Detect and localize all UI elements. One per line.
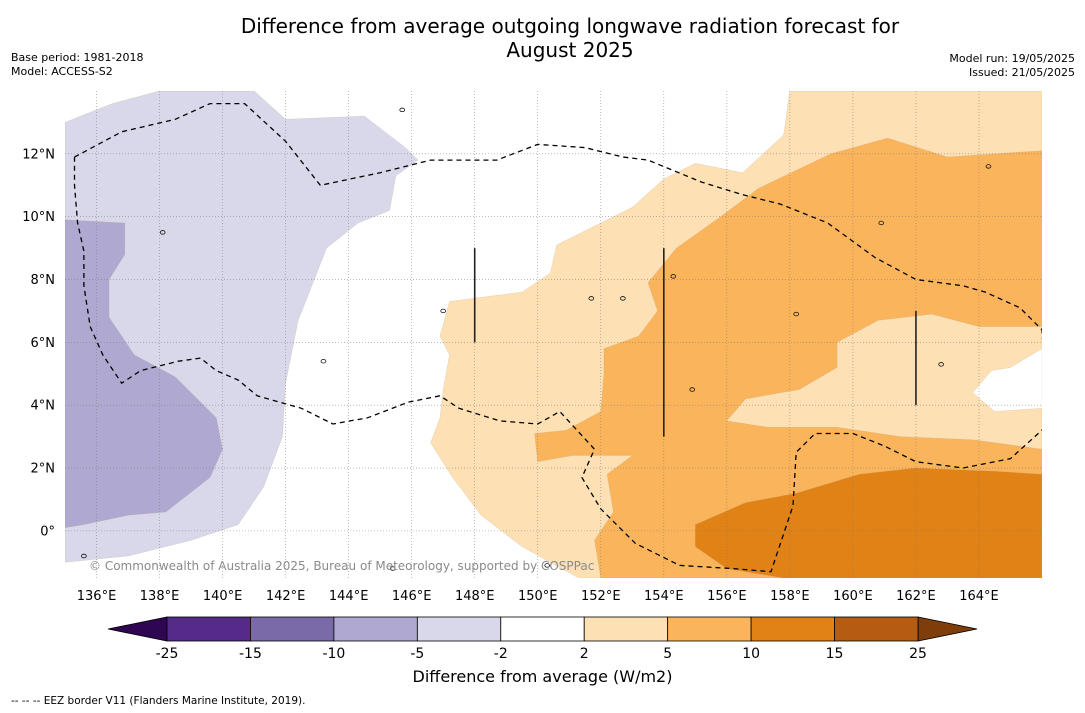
colorbar-tick-label-9: 25 (909, 646, 927, 662)
island-outline-2 (320, 359, 327, 364)
y-tick-label-6: 12°N (22, 147, 55, 162)
colorbar-tick-label-1: -15 (239, 646, 262, 662)
colorbar-tick-label-3: -5 (410, 646, 424, 662)
island-outline-0 (399, 107, 406, 113)
x-tick-label-9: 154°E (644, 589, 684, 604)
y-tick-label-2: 4°N (31, 399, 56, 414)
island-outline-3 (440, 308, 446, 314)
x-tick-label-14: 164°E (959, 589, 999, 604)
chart-title-line-2: August 2025 (506, 38, 634, 62)
colorbar-swatch-8 (834, 616, 919, 642)
island-outline-6 (588, 296, 595, 301)
island-outline-11 (81, 553, 87, 559)
colorbar-tick-label-5: 2 (580, 646, 589, 662)
x-tick-label-4: 144°E (329, 589, 369, 604)
colorbar-swatch-0 (166, 616, 251, 642)
x-tick-label-7: 150°E (518, 589, 558, 604)
anomaly-region-1 (65, 219, 223, 528)
x-tick-label-1: 138°E (140, 589, 180, 604)
colorbar-tick-label-7: 10 (742, 646, 760, 662)
colorbar-tick-label-0: -25 (156, 646, 179, 662)
x-tick-label-5: 146°E (392, 589, 432, 604)
colorbar-swatch-2 (333, 616, 418, 642)
island-outline-1 (159, 230, 166, 235)
x-tick-label-10: 156°E (707, 589, 747, 604)
colorbar-tick-label-6: 5 (663, 646, 672, 662)
x-tick-label-12: 160°E (833, 589, 873, 604)
colorbar-swatch-6 (667, 616, 752, 642)
island-outline-8 (938, 362, 944, 367)
anomaly-region-5 (695, 467, 1042, 578)
colorbar-swatch-3 (416, 616, 502, 642)
x-tick-label-13: 162°E (896, 589, 936, 604)
model-text: Model: ACCESS-S2 (11, 65, 113, 78)
colorbar-tick-label-2: -10 (322, 646, 345, 662)
island-outline-14 (689, 387, 695, 392)
colorbar-swatch-7 (750, 616, 835, 642)
y-tick-label-3: 6°N (31, 336, 56, 351)
x-tick-label-2: 140°E (203, 589, 243, 604)
x-tick-label-8: 152°E (581, 589, 621, 604)
issued-text: Issued: 21/05/2025 (968, 66, 1075, 79)
y-tick-label-5: 10°N (22, 210, 55, 225)
island-outline-13 (389, 566, 396, 571)
copyright-text: © Commonwealth of Australia 2025, Bureau… (89, 559, 594, 573)
meta-left: Base period: 1981-2018 Model: ACCESS-S2 (11, 51, 143, 79)
y-tick-label-4: 8°N (31, 273, 56, 288)
anomaly-region-3 (972, 348, 1042, 412)
colorbar-extend-under (107, 616, 168, 642)
chart-title: Difference from average outgoing longwav… (150, 14, 990, 62)
y-tick-label-1: 2°N (31, 462, 56, 477)
base-period-text: Base period: 1981-2018 (11, 51, 144, 64)
colorbar-tick-label-4: -2 (494, 646, 508, 662)
eez-border-0 (73, 102, 1042, 573)
colorbar-extend-over (917, 616, 978, 642)
island-outline-10 (878, 220, 885, 226)
y-tick-label-0: 0° (40, 524, 55, 539)
footnote-text: -- -- -- EEZ border V11 (Flanders Marine… (11, 695, 306, 707)
island-outline-4 (620, 296, 626, 301)
chart-title-line-1: Difference from average outgoing longwav… (240, 14, 900, 38)
x-tick-label-11: 158°E (770, 589, 810, 604)
island-outline-7 (670, 274, 677, 279)
colorbar-swatch-4 (500, 616, 585, 642)
x-tick-label-0: 136°E (77, 589, 117, 604)
colorbar-swatch-1 (250, 616, 335, 642)
plot-area (65, 91, 1042, 578)
meta-right: Model run: 19/05/2025 Issued: 21/05/2025 (949, 52, 1075, 80)
colorbar-label: Difference from average (W/m2) (412, 667, 673, 686)
model-run-text: Model run: 19/05/2025 (949, 52, 1075, 65)
x-tick-label-6: 148°E (455, 589, 495, 604)
island-outline-12 (544, 563, 550, 568)
colorbar-tick-label-8: 15 (826, 646, 844, 662)
colorbar-swatch-5 (583, 616, 669, 642)
island-outline-9 (985, 164, 992, 169)
x-tick-label-3: 142°E (266, 589, 306, 604)
island-outline-5 (793, 311, 799, 317)
